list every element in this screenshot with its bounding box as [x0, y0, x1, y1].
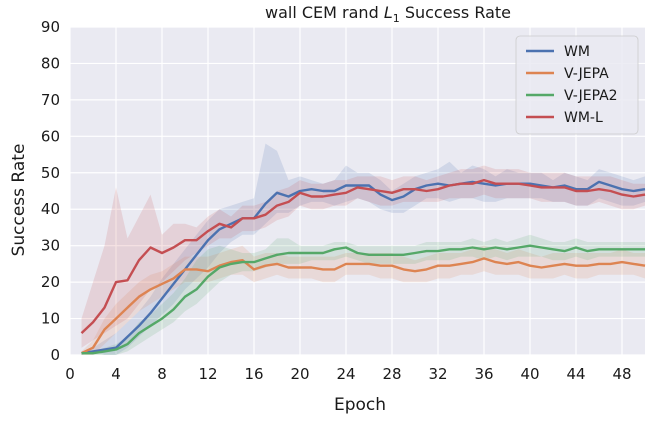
y-tick-label: 10 [41, 310, 60, 328]
y-tick-label: 90 [41, 18, 60, 36]
y-tick-label: 50 [41, 164, 60, 182]
x-tick-label: 28 [382, 365, 401, 383]
legend: WM V-JEPA V-JEPA2 WM-L [515, 35, 639, 135]
y-tick-label: 60 [41, 127, 60, 145]
line-v-jepa2 [81, 244, 645, 355]
x-tick-labels: 0 4 8 12 16 20 24 28 32 36 40 44 48 [65, 365, 631, 383]
x-tick-label: 0 [65, 365, 75, 383]
y-tick-label: 40 [41, 200, 60, 218]
legend-label: WM-L [564, 110, 603, 126]
x-tick-label: 16 [244, 365, 263, 383]
x-tick-label: 24 [336, 365, 355, 383]
x-tick-label: 8 [157, 365, 167, 383]
chart-title: wall CEM rand L1 Success Rate [265, 3, 511, 25]
legend-label: WM [564, 44, 590, 60]
x-tick-label: 36 [474, 365, 493, 383]
band-wm [81, 143, 645, 355]
x-tick-label: 12 [198, 365, 217, 383]
x-tick-label: 32 [428, 365, 447, 383]
y-tick-label: 70 [41, 91, 60, 109]
legend-label: V-JEPA [564, 66, 609, 82]
x-axis-label: Epoch [334, 395, 386, 415]
x-tick-label: 40 [520, 365, 539, 383]
y-axis-label: Success Rate [9, 144, 29, 257]
line-wm-l [80, 178, 646, 334]
y-tick-label: 30 [41, 237, 60, 255]
line-v-jepa [80, 257, 646, 355]
legend-label: V-JEPA2 [564, 88, 618, 104]
y-tick-label: 0 [50, 346, 60, 364]
y-tick-label: 20 [41, 273, 60, 291]
y-tick-labels: 0 10 20 30 40 50 60 70 80 90 [41, 18, 60, 364]
grid [69, 26, 645, 356]
x-tick-label: 4 [111, 365, 121, 383]
legend-box [515, 35, 639, 135]
band-wm-l [81, 165, 645, 348]
x-tick-label: 44 [566, 365, 585, 383]
y-tick-label: 80 [41, 54, 60, 72]
band-v-jepa [81, 245, 645, 355]
x-tick-label: 48 [612, 365, 631, 383]
x-tick-label: 20 [290, 365, 309, 383]
series-lines [80, 178, 646, 355]
